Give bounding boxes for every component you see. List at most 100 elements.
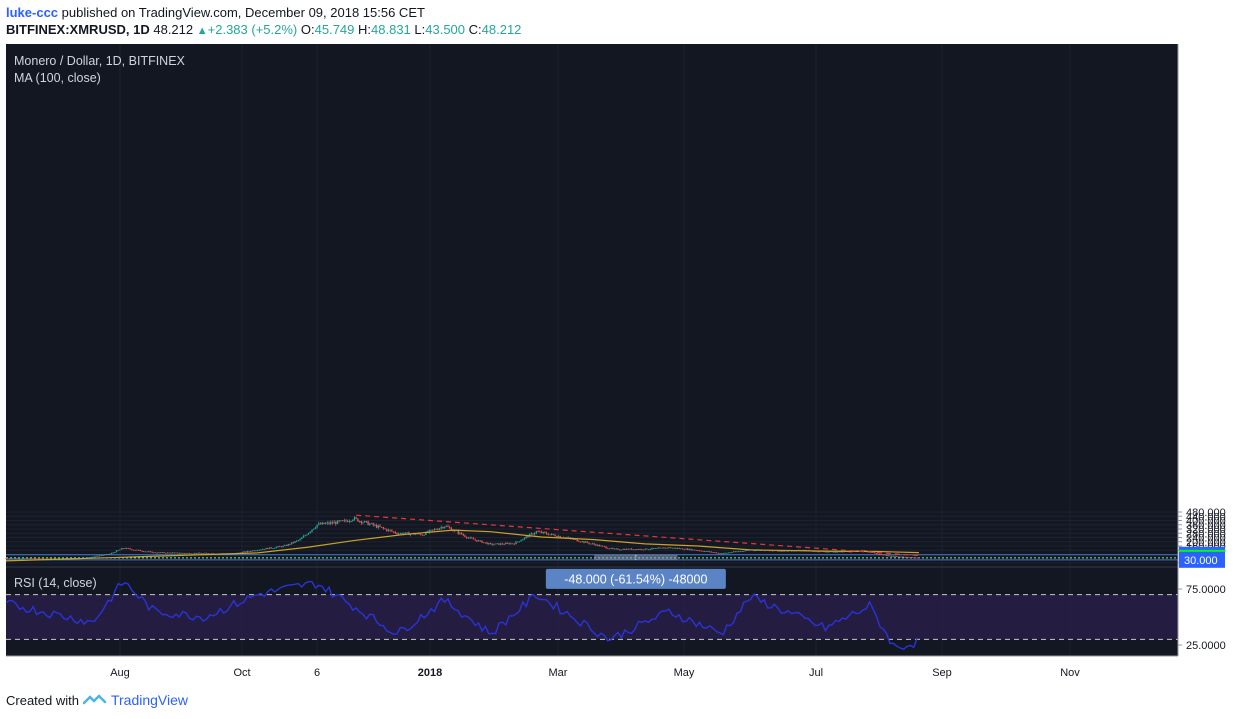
candle-body [15,558,17,560]
candle-body [884,554,886,556]
candle-body [241,552,243,553]
candle-body [707,551,709,552]
candle-body [704,551,706,552]
grid-lines [6,44,1178,656]
candle-body [352,519,354,521]
time-axis[interactable]: Aug Oct 6 2018 Mar May Jul Sep Nov [6,655,1178,679]
candle-body [129,548,131,550]
candle-body [746,549,748,551]
candle-body [374,524,376,526]
candle-body [887,555,889,557]
candle-body [8,558,11,560]
candle-body [404,532,407,534]
candle-body [449,527,451,528]
candle-body [557,536,560,537]
candle-body [97,555,99,557]
candle-body [627,548,629,550]
candle-body [88,557,90,559]
candle-body [493,544,495,546]
candle-body [510,543,512,545]
time-tick-label: Mar [549,667,568,679]
candle-body [593,543,595,545]
candle-body [559,536,561,538]
candle-body [154,552,157,554]
candle-body [624,549,626,550]
candle-body [115,550,118,553]
candle-body [906,557,908,558]
candle-body [12,558,14,560]
candle-body [267,548,269,549]
candle-body [486,542,488,545]
candle-body [719,552,721,554]
candle-body [738,551,740,553]
candle-body [391,530,393,532]
candle-body [437,529,439,531]
candle-body [299,539,301,541]
candle-body [296,540,298,542]
candle-body [588,542,590,544]
candle-body [438,528,441,530]
open-value: 45.749 [314,22,355,37]
candle-body [622,549,624,550]
candle-body [602,545,604,547]
candle-body [330,522,332,524]
candle-body [692,549,694,551]
candle-body [294,541,296,543]
candle-body [673,547,675,549]
candle-body [517,541,519,543]
candle-body [105,554,107,555]
candle-body [253,550,255,552]
high-label: H: [358,22,372,37]
candle-body [146,551,148,553]
candle-body [649,549,651,550]
candle-body [341,520,344,522]
created-with-text: Created with [6,692,79,708]
author-link[interactable]: luke-ccc [6,5,59,20]
candle-body [535,531,538,534]
candle-body [35,558,38,560]
candle-body [675,547,677,549]
candle-body [243,551,245,553]
candle-body [460,532,463,535]
candle-body [245,551,247,553]
candle-body [909,557,912,558]
candle-body [872,551,874,553]
candle-body [904,556,906,558]
candle-body [500,543,502,545]
candle-body [324,523,327,525]
chart-title: Monero / Dollar, 1D, BITFINEX [14,54,186,68]
trend-line[interactable] [356,514,919,557]
candle-body [381,526,383,528]
candle-body [734,551,736,553]
candle-body [370,523,373,525]
candle-body [211,553,213,555]
candle-body [891,555,893,557]
price-tick-label: 360.000 [1186,520,1226,532]
measure-box: -48.000 (-61.54%) -48000 [545,554,726,589]
candle-body [755,550,757,552]
candle-body [527,536,529,538]
candle-body [353,517,356,520]
candle-body [469,537,471,539]
candle-body [916,557,918,559]
candle-body [93,556,96,558]
high-value: 48.831 [371,22,411,37]
candle-body [328,522,330,524]
candle-body [777,550,779,552]
candle-body [661,547,663,549]
ma-line [5,529,919,562]
candle-body [107,554,109,555]
candle-body [131,549,133,551]
candle-body [520,540,522,542]
candle-body [875,553,878,555]
candle-body [671,547,674,549]
candle-body [889,555,891,557]
tradingview-brand[interactable]: TradingView [110,692,189,708]
candle-body [160,552,162,554]
candle-body [144,551,147,553]
candle-body [824,551,827,553]
candle-body [841,551,844,553]
candle-body [151,551,153,553]
